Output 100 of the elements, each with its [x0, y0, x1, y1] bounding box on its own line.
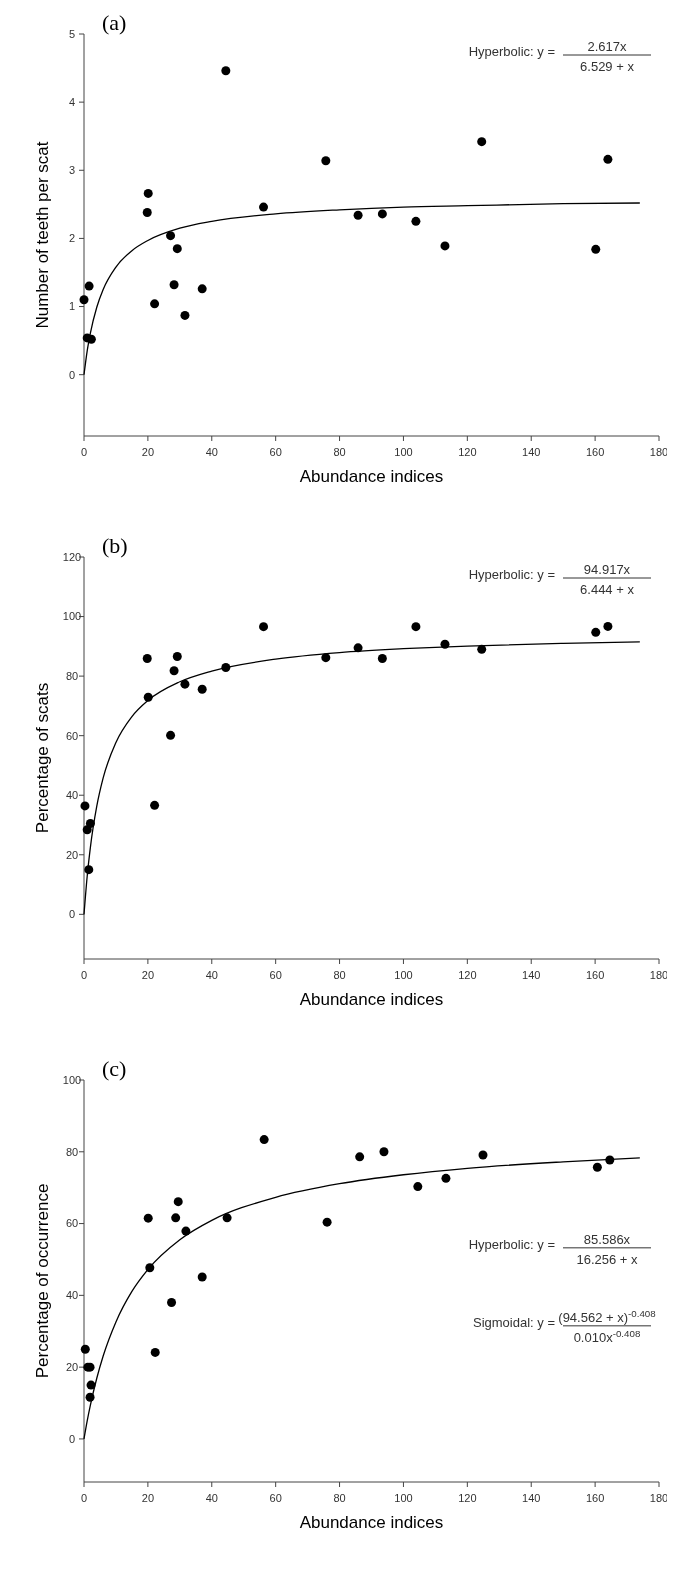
y-tick-label: 40: [65, 1289, 79, 1302]
point: [169, 666, 179, 676]
x-tick-label: 180: [649, 446, 669, 458]
point: [197, 684, 207, 694]
annotation: Sigmoidal: y =: [472, 1314, 555, 1330]
point: [80, 1344, 90, 1354]
y-tick-label: 2: [68, 232, 76, 245]
point: [84, 281, 94, 291]
x-tick-label: 140: [522, 1492, 541, 1504]
annotation: 6.444 + x: [580, 582, 635, 597]
y-tick-label: 20: [65, 1360, 79, 1373]
annotation: Hyperbolic: y =: [468, 44, 555, 59]
point: [180, 679, 190, 689]
chart-title: (a): [102, 10, 127, 35]
chart-title: (b): [102, 533, 128, 558]
y-tick-label: 80: [65, 1145, 79, 1158]
point: [478, 1150, 488, 1160]
point: [143, 188, 153, 198]
y-tick-label: 5: [68, 27, 76, 40]
point: [259, 1135, 269, 1145]
x-tick-label: 40: [205, 446, 218, 458]
point: [169, 280, 179, 290]
y-tick-label: 1: [68, 300, 76, 313]
point: [477, 137, 487, 147]
x-tick-label: 120: [458, 969, 477, 981]
point: [477, 644, 487, 654]
line-series: [83, 641, 641, 915]
x-tick-label: 60: [269, 446, 282, 458]
y-tick-label: 120: [62, 550, 82, 563]
x-tick-label: 120: [458, 446, 477, 458]
chart-title: (c): [102, 1056, 127, 1081]
point: [592, 1162, 602, 1172]
annotation: 6.529 + x: [580, 59, 635, 74]
annotation: 16.256 + x: [576, 1251, 639, 1267]
line-series: [83, 202, 641, 376]
y-tick-label: 40: [65, 789, 79, 802]
y-axis-title: Percentage of scats: [33, 682, 52, 834]
point: [221, 66, 231, 76]
x-tick-label: 100: [394, 1492, 413, 1504]
point: [259, 202, 269, 212]
point: [440, 241, 450, 251]
annotation: (94.562 + x)$^{-0.408}$: [558, 1307, 656, 1325]
x-tick-label: 60: [269, 1492, 282, 1504]
point: [150, 1347, 160, 1357]
point: [150, 800, 160, 810]
point: [353, 210, 363, 220]
y-tick-label: 3: [68, 164, 76, 177]
point: [142, 654, 152, 664]
y-tick-label: 4: [68, 95, 76, 108]
point: [79, 295, 89, 305]
annotation: 94.917x: [583, 562, 631, 577]
x-tick-label: 100: [394, 446, 413, 458]
point: [150, 299, 160, 309]
annotation: Hyperbolic: y =: [468, 567, 555, 582]
annotation: 0.010x$^{-0.408}$: [573, 1327, 641, 1345]
point: [377, 209, 387, 219]
x-tick-label: 140: [522, 969, 541, 981]
annotation: 2.617x: [587, 39, 628, 54]
point: [80, 801, 90, 811]
point: [143, 1213, 153, 1223]
y-tick-label: 100: [62, 1073, 82, 1086]
point: [172, 651, 182, 661]
x-tick-label: 140: [522, 446, 541, 458]
point: [197, 284, 207, 294]
point: [171, 1213, 181, 1223]
y-tick-label: 100: [62, 610, 82, 623]
point: [180, 310, 190, 320]
point: [591, 627, 601, 637]
annotation: 85.586x: [583, 1231, 631, 1247]
point: [591, 244, 601, 254]
x-axis-title: Abundance indices: [299, 1513, 444, 1532]
point: [413, 1182, 423, 1192]
x-tick-label: 80: [333, 969, 346, 981]
x-tick-label: 160: [585, 446, 605, 458]
x-tick-label: 120: [458, 1492, 477, 1504]
annotation: Hyperbolic: y =: [468, 1236, 555, 1252]
y-tick-label: 0: [68, 908, 76, 921]
point: [259, 622, 269, 632]
x-tick-label: 20: [141, 446, 155, 458]
x-tick-label: 40: [205, 1492, 218, 1504]
y-tick-label: 0: [68, 368, 76, 381]
point: [603, 621, 613, 631]
y-axis-title: Percentage of occurrence: [33, 1183, 52, 1379]
point: [197, 1272, 207, 1282]
x-tick-label: 20: [141, 969, 155, 981]
x-tick-label: 160: [585, 1492, 605, 1504]
point: [377, 654, 387, 664]
point: [355, 1152, 365, 1162]
x-tick-label: 100: [394, 969, 413, 981]
point: [379, 1147, 389, 1157]
point: [411, 216, 421, 226]
point: [321, 653, 331, 663]
point: [222, 1213, 232, 1223]
point: [166, 730, 176, 740]
x-tick-label: 20: [141, 1492, 155, 1504]
point: [167, 1298, 177, 1308]
x-tick-label: 60: [269, 969, 282, 981]
x-tick-label: 40: [205, 969, 218, 981]
point: [85, 819, 95, 829]
y-tick-label: 60: [65, 1217, 79, 1230]
